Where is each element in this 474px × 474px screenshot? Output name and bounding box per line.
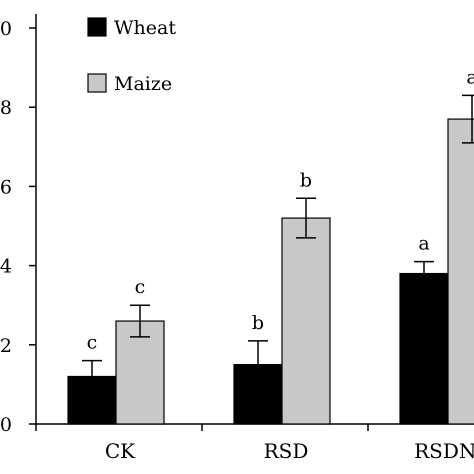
significance-label: c	[135, 276, 146, 298]
x-category-label: CK	[105, 439, 136, 463]
x-category-label: RSDNP	[414, 439, 474, 463]
bar-maize-rsdnp	[447, 118, 474, 425]
significance-label: c	[87, 332, 98, 354]
significance-label: a	[466, 66, 474, 88]
y-tick-label: 0	[0, 414, 12, 436]
y-tick-label: 2	[0, 335, 12, 357]
bar-maize-rsd	[281, 217, 331, 425]
significance-label: a	[418, 233, 429, 255]
legend-label-wheat: Wheat	[114, 17, 176, 39]
legend-swatch-wheat	[87, 17, 107, 37]
significance-label: b	[300, 169, 312, 191]
y-tick-label: 4	[0, 256, 12, 278]
y-axis: 0 2 4 6 8 10	[0, 14, 37, 436]
bars: c b a c b a	[67, 66, 474, 425]
significance-label: b	[252, 312, 264, 334]
legend-label-maize: Maize	[114, 73, 172, 95]
x-axis: CK RSD RSDNP	[35, 423, 474, 463]
y-tick-label: 6	[0, 176, 12, 198]
bar-maize-ck	[115, 320, 165, 425]
x-category-label: RSD	[264, 439, 309, 463]
legend-swatch-maize	[87, 73, 107, 93]
y-tick-label: 10	[0, 18, 12, 40]
legend: Wheat Maize	[87, 17, 176, 95]
y-tick-label: 8	[0, 97, 12, 119]
bar-wheat-rsdnp	[399, 272, 449, 425]
